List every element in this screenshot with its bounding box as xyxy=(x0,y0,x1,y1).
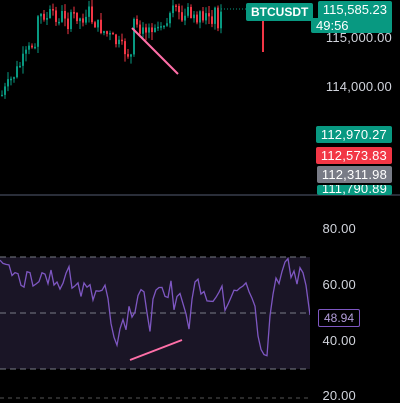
candle-body xyxy=(130,54,132,57)
rsi-axis-label: 60.00 xyxy=(322,277,356,292)
price-tag-3: 112,311.98 xyxy=(316,166,392,183)
candle-body xyxy=(70,12,72,30)
candle-body xyxy=(217,7,219,29)
candle-body xyxy=(22,53,24,66)
candle-body xyxy=(118,39,120,45)
candle-body xyxy=(214,7,216,24)
candle-body xyxy=(220,11,222,29)
candle-body xyxy=(67,18,69,30)
candle-body xyxy=(52,9,54,11)
candle-body xyxy=(40,13,42,17)
candle-body xyxy=(43,13,45,20)
price-tag-2: 112,573.83 xyxy=(315,147,392,164)
price-tag-4: 111,790.89 xyxy=(316,185,392,195)
candle-body xyxy=(145,27,147,33)
candle-body xyxy=(91,6,93,23)
candle-body xyxy=(139,24,141,34)
candle-body xyxy=(184,15,186,21)
candle-body xyxy=(85,16,87,23)
rsi-value-tag: 48.94 xyxy=(318,309,361,327)
candle-body xyxy=(196,14,198,23)
candle-body xyxy=(4,86,6,95)
rsi-axis-label: 40.00 xyxy=(322,333,356,348)
candle-body xyxy=(133,18,135,55)
candle-body xyxy=(64,11,66,19)
candle-body xyxy=(1,94,3,97)
candle-timer: 49:56 xyxy=(311,18,392,33)
candle-body xyxy=(88,6,90,17)
candle-body xyxy=(13,77,15,79)
candle-body xyxy=(163,25,165,28)
candle-body xyxy=(46,18,48,20)
candle-body xyxy=(79,18,81,22)
candle-body xyxy=(127,54,129,57)
candle-body xyxy=(136,18,138,25)
candle-body xyxy=(16,66,18,78)
candle-body xyxy=(172,5,174,14)
candle-body xyxy=(190,6,192,19)
candle-body xyxy=(82,18,84,23)
candle-body xyxy=(37,16,39,47)
candle-body xyxy=(61,11,63,22)
candle-body xyxy=(49,9,51,19)
rsi-pane[interactable] xyxy=(0,195,310,400)
candle-body xyxy=(208,13,210,17)
rsi-trendline xyxy=(129,339,183,361)
price-axis-label: 114,000.00 xyxy=(325,79,392,94)
candle-body xyxy=(103,31,105,34)
symbol-tag[interactable]: BTCUSDT xyxy=(246,3,314,21)
candle-body xyxy=(55,10,57,22)
price-tag-1: 112,970.27 xyxy=(315,126,392,143)
candle-body xyxy=(148,27,150,33)
candle-body xyxy=(10,78,12,81)
candle-body xyxy=(34,46,36,49)
candle-body xyxy=(76,12,78,22)
candle-body xyxy=(187,6,189,16)
candle-body xyxy=(112,33,114,35)
candle-body xyxy=(211,16,213,24)
candle-body xyxy=(142,27,144,34)
candle-body xyxy=(160,26,162,28)
candle-body xyxy=(115,34,117,45)
candle-body xyxy=(166,23,168,26)
candle-body xyxy=(205,13,207,21)
candle-body xyxy=(109,33,111,35)
candle-body xyxy=(28,45,30,50)
candle-body xyxy=(19,65,21,68)
candle-body xyxy=(175,5,177,7)
price-axis-label: 115,000.00 xyxy=(325,30,392,45)
current-price-tag: 115,585.23 xyxy=(317,1,392,18)
price-pane[interactable] xyxy=(0,0,310,200)
candle-body xyxy=(151,27,153,33)
candle-body xyxy=(106,31,108,34)
candle-body xyxy=(73,12,75,14)
candle-body xyxy=(178,6,180,13)
candle-body xyxy=(124,41,126,55)
rsi-axis-label: 20.00 xyxy=(322,388,356,403)
candle-body xyxy=(121,39,123,42)
candle-body xyxy=(58,21,60,24)
candle-body xyxy=(94,22,96,28)
candle-body xyxy=(181,12,183,21)
candle-body xyxy=(25,49,27,54)
candle-body xyxy=(157,26,159,29)
candle-body xyxy=(154,27,156,33)
candle-body xyxy=(193,14,195,19)
candle-body xyxy=(100,19,102,34)
rsi-line xyxy=(0,257,310,357)
candle-body xyxy=(199,11,201,23)
candle-body xyxy=(7,79,9,87)
candle-body xyxy=(202,11,204,21)
candle-body xyxy=(31,45,33,48)
rsi-axis-label: 80.00 xyxy=(322,221,356,236)
candle-body xyxy=(169,13,171,24)
price-trendline xyxy=(131,27,179,75)
pane-divider[interactable] xyxy=(0,193,400,199)
candle-body xyxy=(97,19,99,28)
